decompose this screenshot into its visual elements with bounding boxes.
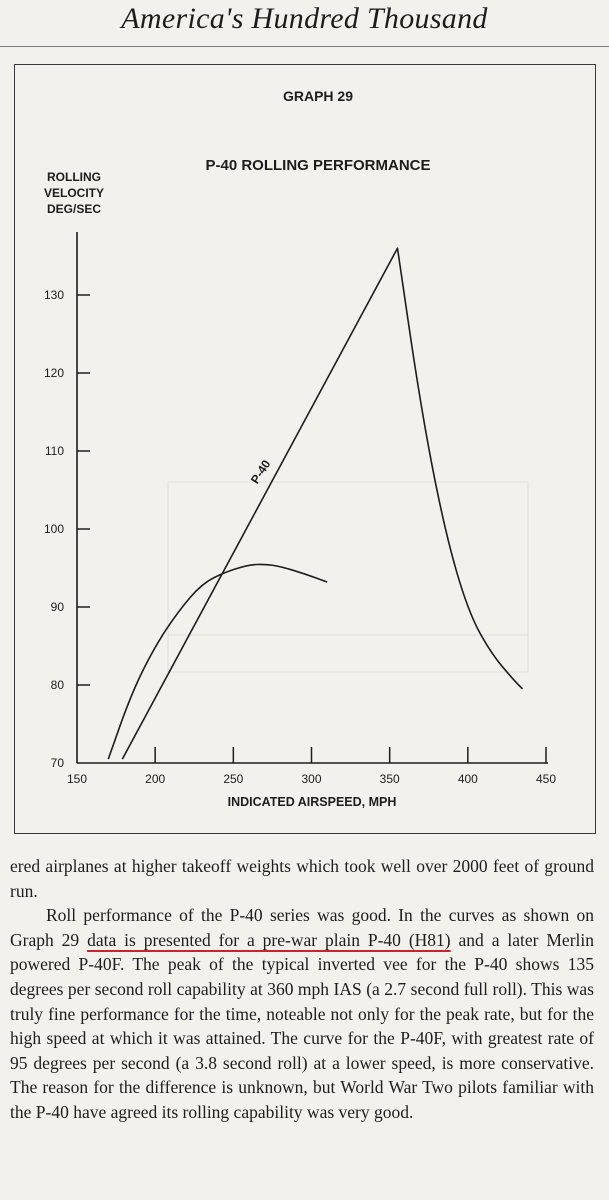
x-tick-label: 350 <box>380 772 400 786</box>
y-tick-label: 130 <box>44 288 64 302</box>
paragraph-1: ered airplanes at higher takeoff weights… <box>10 856 594 901</box>
x-tick-label: 400 <box>458 772 478 786</box>
x-tick-label: 450 <box>536 772 556 786</box>
paragraph-2-start: Roll performance of the P-40 series was … <box>10 905 594 950</box>
x-tick-label: 150 <box>67 772 87 786</box>
underlined-phrase: data is presented for a pre-war plain P-… <box>87 929 451 950</box>
y-tick-label: 70 <box>51 756 65 770</box>
series-line-p40 <box>121 247 524 760</box>
y-tick-label: 80 <box>51 678 65 692</box>
paragraph-2: Roll performance of the P-40 series was … <box>10 903 594 1124</box>
graph-label: GRAPH 29 <box>283 88 353 104</box>
axis-ticks: 150 200 250 300 350 400 450 70 80 90 100 110 120 130 <box>44 288 556 786</box>
figure-frame <box>14 64 596 834</box>
y-tick-label: 110 <box>45 444 64 458</box>
running-header-title: America's Hundred Thousand <box>121 2 488 35</box>
y-axis-label-line-3: DEG/SEC <box>47 202 101 216</box>
y-tick-label: 90 <box>51 600 65 614</box>
paragraph-2-rest: and a later Merlin powered P-40F. The pe… <box>10 929 595 1122</box>
y-tick-label: 120 <box>44 366 64 380</box>
y-axis-label-line-1: ROLLING <box>47 170 101 184</box>
y-tick-label: 100 <box>44 522 64 536</box>
x-axis-label: INDICATED AIRSPEED, MPH <box>228 795 397 809</box>
header-rule <box>0 46 609 47</box>
body-text: ered airplanes at higher takeoff weights… <box>10 854 594 1125</box>
y-axis-label-line-2: VELOCITY <box>44 186 104 200</box>
x-tick-label: 250 <box>223 772 243 786</box>
chart-title: P-40 ROLLING PERFORMANCE <box>205 157 430 174</box>
series-lines <box>107 247 524 760</box>
rolling-performance-chart: GRAPH 29 P-40 ROLLING PERFORMANCE ROLLIN… <box>44 88 556 809</box>
x-tick-label: 300 <box>301 772 321 786</box>
series-line-p40f <box>107 563 328 760</box>
bleed-through-marks <box>167 481 529 673</box>
x-tick-label: 200 <box>145 772 165 786</box>
